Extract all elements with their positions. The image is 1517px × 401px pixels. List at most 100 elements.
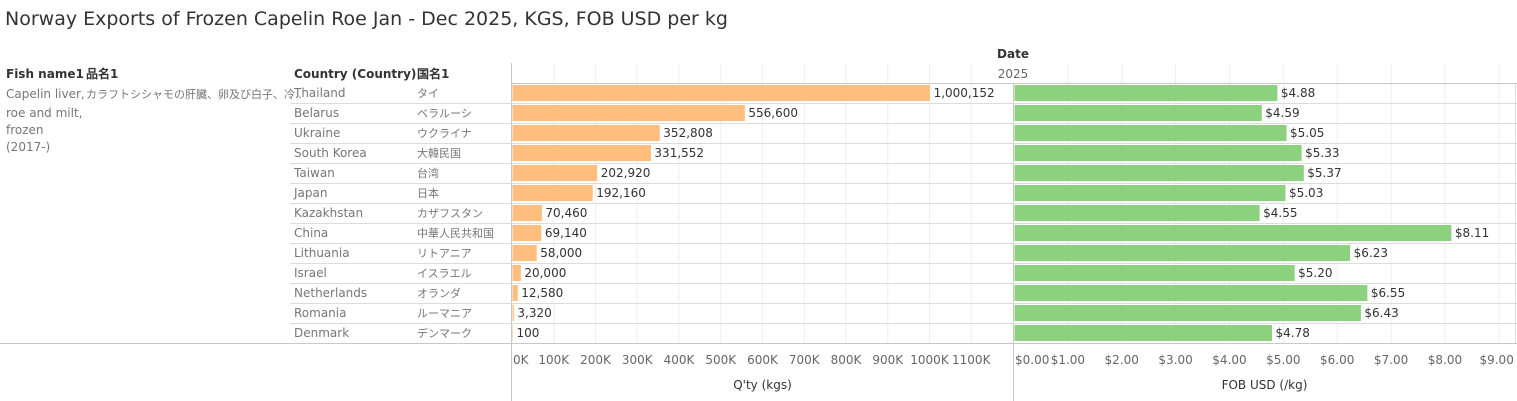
qty-bar <box>512 165 598 181</box>
fob-value-label: $5.33 <box>1305 146 1339 160</box>
qty-axis-title: Q'ty (kgs) <box>733 378 792 392</box>
qty-tick-label: 400K <box>664 353 696 367</box>
country-jp-label: 日本 <box>417 186 439 200</box>
qty-bar <box>512 205 542 221</box>
qty-tick-label: 700K <box>789 353 821 367</box>
fob-bar <box>1014 185 1286 201</box>
fob-tick-label: $0.00 <box>1015 353 1049 367</box>
country-label: South Korea <box>294 146 367 160</box>
header-fish-name: Fish name1 <box>6 67 84 81</box>
qty-tick-label: 800K <box>831 353 863 367</box>
fob-bar <box>1014 165 1304 181</box>
qty-value-label: 58,000 <box>540 246 582 260</box>
qty-value-label: 331,552 <box>654 146 704 160</box>
qty-tick-label: 100K <box>538 353 570 367</box>
qty-bar <box>512 265 521 281</box>
country-jp-label: ウクライナ <box>417 127 472 140</box>
country-jp-label: ベラルーシ <box>417 107 472 120</box>
qty-bar <box>512 185 593 201</box>
country-jp-label: 台湾 <box>417 166 439 180</box>
country-jp-label: オランダ <box>417 286 461 300</box>
fob-tick-label: $4.00 <box>1212 353 1246 367</box>
qty-value-label: 202,920 <box>601 166 651 180</box>
qty-tick-label: 500K <box>705 353 737 367</box>
qty-bar <box>512 325 513 341</box>
qty-value-label: 12,580 <box>521 286 563 300</box>
fob-tick-label: $8.00 <box>1428 353 1462 367</box>
fish-name-line-2: roe and milt, <box>6 106 82 120</box>
qty-tick-label: 1000K <box>910 353 950 367</box>
country-jp-label: 中華人民共和国 <box>417 227 494 240</box>
fob-bar <box>1014 245 1351 261</box>
qty-value-label: 192,160 <box>596 186 646 200</box>
fob-bar <box>1014 125 1287 141</box>
fob-bar <box>1014 325 1273 341</box>
fob-tick-label: $1.00 <box>1051 353 1085 367</box>
fob-tick-label: $5.00 <box>1266 353 1300 367</box>
fob-axis-title: FOB USD (/kg) <box>1222 378 1308 392</box>
fish-name-jp: カラフトシシャモの肝臓、卵及び白子、冷.. <box>86 87 302 101</box>
fob-value-label: $5.03 <box>1289 186 1323 200</box>
qty-value-label: 3,320 <box>517 306 551 320</box>
fish-name-line-1: Capelin liver, <box>6 87 85 101</box>
country-label: Denmark <box>294 326 349 340</box>
country-label: Taiwan <box>293 166 335 180</box>
fob-tick-label: $7.00 <box>1374 353 1408 367</box>
chart-title: Norway Exports of Frozen Capelin Roe Jan… <box>5 8 728 30</box>
fob-tick-label: $6.00 <box>1320 353 1354 367</box>
country-label: Japan <box>293 186 327 200</box>
fob-value-label: $4.88 <box>1281 86 1315 100</box>
fob-value-label: $6.43 <box>1364 306 1398 320</box>
qty-bar <box>512 85 931 101</box>
country-label: Netherlands <box>294 286 367 300</box>
country-jp-label: カザフスタン <box>417 207 483 220</box>
qty-value-label: 20,000 <box>524 266 566 280</box>
qty-tick-label: 0K <box>513 353 530 367</box>
fob-tick-label: $9.00 <box>1479 353 1513 367</box>
fob-tick-label: $2.00 <box>1105 353 1139 367</box>
qty-tick-label: 600K <box>747 353 779 367</box>
qty-bar <box>512 105 745 121</box>
fob-bar <box>1014 265 1295 281</box>
qty-value-label: 352,808 <box>663 126 713 140</box>
qty-bar <box>512 285 518 301</box>
fob-value-label: $5.05 <box>1290 126 1324 140</box>
qty-value-label: 70,460 <box>545 206 587 220</box>
qty-tick-label: 300K <box>622 353 654 367</box>
qty-bar <box>512 125 660 141</box>
fob-bar <box>1014 145 1302 161</box>
country-label: Belarus <box>294 106 339 120</box>
fob-tick-label: $3.00 <box>1158 353 1192 367</box>
header-date: Date <box>997 47 1029 61</box>
country-jp-label: デンマーク <box>417 326 472 340</box>
fob-bar <box>1014 225 1452 241</box>
country-label: Romania <box>294 306 346 320</box>
fob-value-label: $4.59 <box>1265 106 1299 120</box>
fob-value-label: $5.20 <box>1298 266 1332 280</box>
country-label: China <box>294 226 328 240</box>
fob-bar <box>1014 85 1278 101</box>
fob-bar <box>1014 285 1368 301</box>
country-label: Israel <box>294 266 327 280</box>
country-label: Lithuania <box>294 246 350 260</box>
country-label: Thailand <box>293 86 346 100</box>
fob-value-label: $6.55 <box>1371 286 1405 300</box>
fob-value-label: $5.37 <box>1307 166 1341 180</box>
header-hinmei: 品名1 <box>86 66 118 81</box>
fish-name-line-3: frozen <box>6 123 44 137</box>
fob-value-label: $6.23 <box>1354 246 1388 260</box>
qty-bar <box>512 145 651 161</box>
qty-tick-label: 1100K <box>952 353 992 367</box>
fob-bar <box>1014 305 1361 321</box>
country-jp-label: イスラエル <box>417 267 472 280</box>
qty-value-label: 100 <box>517 326 540 340</box>
country-jp-label: ルーマニア <box>417 307 472 320</box>
header-year: 2025 <box>998 67 1029 81</box>
qty-tick-label: 900K <box>872 353 904 367</box>
country-jp-label: 大韓民国 <box>417 146 461 160</box>
country-label: Ukraine <box>294 126 340 140</box>
qty-bar <box>512 305 514 321</box>
qty-bar <box>512 225 542 241</box>
fob-value-label: $4.55 <box>1263 206 1297 220</box>
